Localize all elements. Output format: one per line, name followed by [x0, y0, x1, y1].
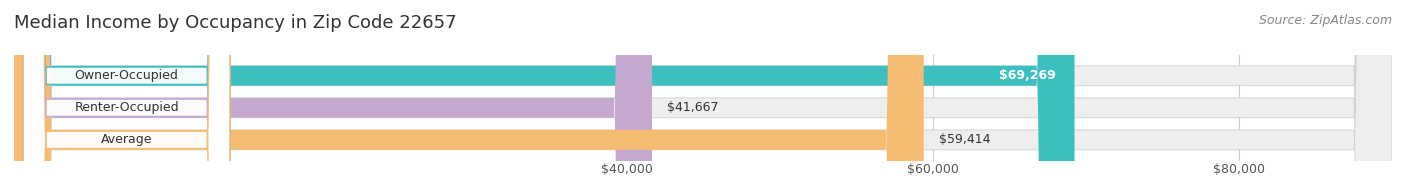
FancyBboxPatch shape [14, 0, 924, 196]
FancyBboxPatch shape [14, 0, 1392, 196]
Text: $41,667: $41,667 [668, 101, 718, 114]
Text: $69,269: $69,269 [1000, 69, 1056, 82]
Text: $59,414: $59,414 [939, 133, 990, 146]
FancyBboxPatch shape [14, 0, 1074, 196]
FancyBboxPatch shape [24, 0, 231, 196]
FancyBboxPatch shape [14, 0, 1392, 196]
Text: Owner-Occupied: Owner-Occupied [75, 69, 179, 82]
Text: Source: ZipAtlas.com: Source: ZipAtlas.com [1258, 14, 1392, 27]
FancyBboxPatch shape [24, 0, 231, 196]
FancyBboxPatch shape [14, 0, 652, 196]
FancyBboxPatch shape [14, 0, 1392, 196]
FancyBboxPatch shape [24, 0, 231, 196]
Text: Median Income by Occupancy in Zip Code 22657: Median Income by Occupancy in Zip Code 2… [14, 14, 457, 32]
Text: Renter-Occupied: Renter-Occupied [75, 101, 179, 114]
Text: Average: Average [101, 133, 152, 146]
